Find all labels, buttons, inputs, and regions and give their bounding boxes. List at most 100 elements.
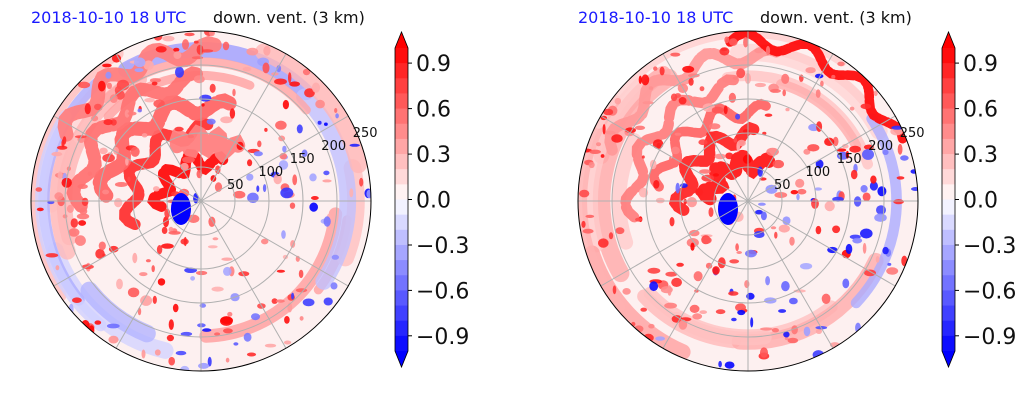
field-blob (207, 245, 218, 249)
field-blob (641, 155, 645, 159)
radial-tick-label: 50 (774, 178, 791, 193)
colorbar-segment (395, 63, 408, 79)
field-blob (299, 316, 304, 321)
field-blob (261, 238, 269, 245)
colorbar-extend-min (395, 351, 408, 367)
field-blob (832, 136, 839, 147)
grid-spoke (747, 53, 834, 202)
field-blob (911, 187, 918, 191)
polar-grid (577, 30, 919, 372)
field-blob (850, 169, 858, 180)
field-blob (717, 257, 726, 269)
chart-title-date: 2018-10-10 18 UTC (31, 8, 187, 27)
field-blob (191, 56, 204, 60)
field-blob (860, 103, 872, 110)
field-blob (655, 336, 665, 341)
colorbar-tick-label: 0.6 (416, 98, 451, 123)
field-blob (757, 166, 763, 177)
field-blob (132, 252, 138, 264)
polar-chart: 50 100 150 200 250 0.9 0.6 0.3 0.0 −0.3 … (30, 30, 469, 372)
field-blob (600, 154, 605, 158)
field-blob (168, 226, 174, 233)
field-blob (141, 133, 148, 138)
field-blob (774, 192, 788, 198)
colorbar-segment (395, 229, 408, 246)
field-blob (201, 103, 205, 107)
colorbar-outline (394, 30, 409, 369)
field-blob (264, 127, 268, 132)
field-blob (882, 149, 889, 155)
colorbar-segment (942, 154, 955, 170)
grid-spoke (200, 200, 287, 349)
field-blob (276, 269, 285, 273)
grid-spoke (600, 200, 749, 287)
grid-spoke (662, 53, 749, 202)
field-blob (77, 184, 88, 189)
field-band (255, 43, 367, 174)
field-blob (323, 170, 330, 176)
field-blob (643, 333, 654, 342)
radial-tick-label: 200 (321, 139, 346, 154)
field-blob (849, 106, 855, 111)
colorbar-segment (395, 108, 408, 125)
field-blob (733, 137, 738, 143)
field-blob (114, 85, 122, 95)
colorbar-segment (395, 93, 408, 110)
field-blob (276, 65, 282, 73)
field-blob (78, 220, 87, 226)
field-blob (869, 181, 878, 191)
field-blob (280, 187, 294, 199)
grid-spoke (200, 115, 349, 202)
field-blob (765, 184, 778, 194)
field-blob (317, 120, 322, 125)
field-blob (209, 83, 216, 93)
field-blob (330, 282, 338, 290)
field-blob (735, 303, 746, 312)
colorbar-tick-labels: 0.9 0.6 0.3 0.0 −0.3 −0.6 −0.9 (416, 52, 469, 350)
field-blob (229, 108, 236, 119)
field-band (80, 281, 156, 343)
field-blob (193, 40, 199, 44)
field-blob (724, 36, 730, 44)
field-blob (302, 68, 311, 76)
field-blob (173, 47, 180, 52)
field-blob (772, 159, 784, 169)
field-blob (910, 169, 918, 174)
radial-tick-label: 150 (290, 152, 315, 167)
field-blob (198, 362, 210, 369)
field-blob (57, 171, 63, 180)
field-blob (134, 68, 144, 73)
radial-tick-label: 50 (227, 178, 244, 193)
field-blob (862, 149, 874, 160)
field-blob (875, 256, 880, 263)
radial-tick-label: 250 (353, 126, 378, 141)
colorbar-tick-label: −0.6 (416, 279, 469, 304)
field-blob (836, 148, 847, 152)
field-blob (291, 292, 295, 300)
field-blob (820, 80, 824, 87)
field-blob (771, 328, 779, 333)
field-blob (335, 113, 339, 119)
colorbar-segment (942, 63, 955, 79)
field-blob (161, 226, 168, 234)
field-blob (243, 332, 252, 342)
chart-panel-left: 2018-10-10 18 UTC down. vent. (3 km) 50 … (30, 8, 469, 372)
field-blob (671, 315, 683, 323)
field-blob (683, 198, 687, 205)
field-blob (896, 176, 905, 180)
field-blob (770, 226, 777, 230)
field-blob (349, 188, 354, 198)
field-blob (699, 169, 711, 174)
field-blob (232, 88, 236, 97)
field-blob (814, 187, 822, 191)
field-blob (282, 145, 287, 153)
colorbar-segment (395, 244, 408, 261)
field-blob (638, 75, 642, 85)
colorbar-tick-label: −0.3 (963, 234, 1016, 259)
field-blob (57, 145, 68, 150)
field-blob (98, 80, 106, 92)
chart-panel-right: 2018-10-10 18 UTC down. vent. (3 km) 50 … (547, 0, 1036, 401)
field-blob (222, 41, 230, 51)
colorbar-segment (395, 335, 408, 352)
field-blob (598, 238, 609, 248)
